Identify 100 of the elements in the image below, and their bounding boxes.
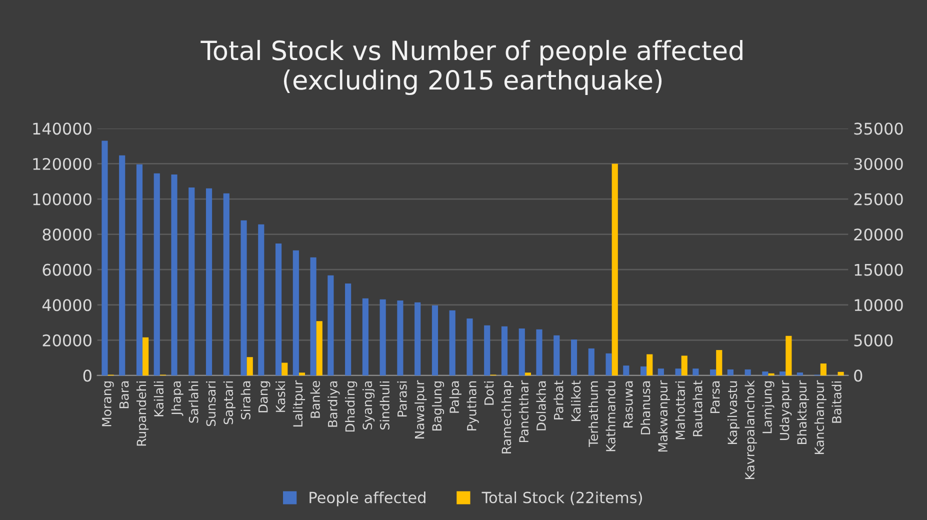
x-tick-label: Dang (258, 381, 270, 412)
x-tick-label: Bhaktapur (796, 380, 810, 444)
bar (501, 326, 508, 376)
x-tick-label: Mahottari (675, 381, 685, 440)
x-tick-label: Dhanusa (640, 381, 650, 434)
bar (328, 275, 334, 376)
bar (292, 250, 299, 376)
bar (380, 299, 386, 376)
bar (612, 164, 618, 376)
x-tick-label: Syangja (362, 381, 375, 430)
bar (710, 369, 716, 376)
x-tick-label: Panchthar (518, 380, 529, 442)
x-tick-label: Parsa (710, 381, 720, 414)
x-tick-label: Kailali (154, 381, 164, 416)
x-tick-label: Jhapa (171, 381, 184, 416)
bar (570, 339, 578, 376)
bar (119, 155, 126, 376)
chart-title: Total Stock vs Number of people affected (excluding 2015 earthquake) (200, 40, 742, 96)
bar (142, 337, 149, 376)
bar (362, 298, 368, 376)
bar (727, 369, 734, 376)
x-tick-label: Doti (484, 381, 494, 405)
bar (298, 372, 306, 376)
bar (223, 193, 230, 376)
bar (449, 310, 456, 376)
x-tick-label: Banke (310, 380, 320, 418)
x-tick-label: Bara (119, 381, 129, 408)
y-tick-label: 140000 (33, 122, 92, 135)
y-tick-label: 20000 (42, 334, 92, 346)
bar (681, 356, 688, 376)
x-tick-label: Rupandehi (136, 381, 149, 446)
x-tick-label: Rautahat (692, 380, 702, 436)
bar (102, 140, 108, 376)
bar (171, 174, 178, 376)
bar (838, 372, 844, 376)
y2-tick-label: 20000 (854, 228, 903, 241)
bar (716, 350, 722, 376)
x-tick-label: Makwanpur (658, 380, 670, 452)
bar (524, 372, 531, 376)
x-tick-label: Baitadi (832, 381, 842, 423)
y-tick-label: 120000 (33, 158, 92, 170)
x-tick-label: Palpa (449, 381, 462, 413)
bar (518, 328, 525, 376)
x-tick-label: Nawalpur (414, 380, 427, 438)
x-tick-label: Lalitpur (292, 380, 306, 427)
bar (154, 173, 160, 376)
bar (554, 335, 560, 376)
x-tick-label: Kaski (276, 381, 286, 412)
x-tick-label: Morang (102, 381, 114, 426)
bar (240, 220, 247, 376)
bar (345, 284, 352, 376)
x-tick-label: Kanchanpur (814, 380, 826, 454)
bar (397, 300, 404, 376)
bar (820, 363, 826, 376)
bar (744, 369, 751, 376)
y2-tick-label: 10000 (854, 299, 903, 312)
bar (258, 224, 264, 376)
bar (646, 354, 653, 376)
x-tick-label: Dhading (345, 381, 358, 432)
bar (188, 188, 195, 376)
x-tick-label: Saptari (223, 381, 236, 424)
legend-label: People affected (310, 491, 426, 506)
bar (786, 336, 792, 376)
y-tick-label: 40000 (42, 299, 92, 312)
bar (606, 353, 612, 376)
bar (282, 362, 288, 376)
y-tick-label: 60000 (42, 264, 92, 276)
bar (136, 164, 143, 376)
x-tick-label: Rasuwa (624, 381, 633, 428)
x-tick-label: Sunsari (206, 381, 216, 426)
x-tick-label: Parbat (554, 380, 564, 420)
bar (796, 372, 804, 376)
x-tick-label: Terhathum (588, 381, 598, 447)
bar (246, 357, 253, 376)
bar (536, 329, 542, 376)
y-tick-label: 100000 (33, 193, 92, 206)
bar (484, 325, 490, 376)
bar (206, 188, 212, 376)
bar (658, 368, 664, 376)
y2-tick-label: 25000 (854, 193, 903, 206)
bar (780, 372, 786, 376)
x-tick-label: Kapilvastu (727, 381, 740, 444)
bar (623, 366, 630, 376)
x-tick-label: Baglung (432, 381, 444, 430)
x-tick-label: Kathmandu (606, 381, 616, 452)
bar (692, 368, 699, 376)
x-tick-label: Sarlahi (188, 381, 198, 423)
y2-tick-label: 30000 (854, 158, 903, 170)
bar (588, 348, 594, 376)
x-tick-label: Pyuthan (466, 381, 479, 430)
y2-tick-label: 0 (854, 370, 862, 382)
x-tick-label: Udayapur (780, 380, 792, 440)
x-tick-label: Kalikot (571, 380, 581, 421)
bar (414, 302, 421, 376)
y2-tick-label: 15000 (854, 264, 903, 276)
bar (466, 318, 473, 376)
x-tick-label: Siraha (240, 381, 250, 420)
y2-tick-label: 35000 (854, 122, 903, 135)
bar (275, 243, 282, 376)
x-tick-label: Bardiya (328, 381, 340, 427)
